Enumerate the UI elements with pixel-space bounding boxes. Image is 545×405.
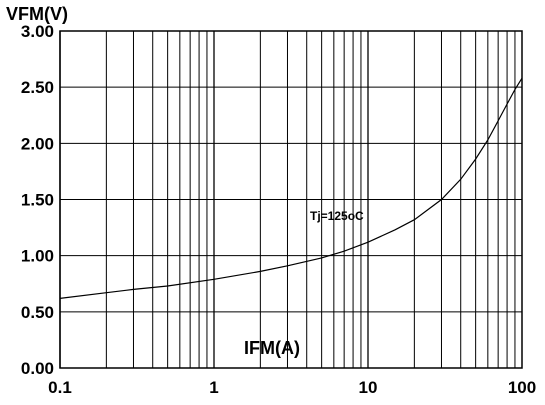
y-tick-label: 0.00 [21,359,54,378]
x-axis-title: IFM(A) [244,338,300,358]
x-tick-label: 100 [508,378,536,397]
annotation-tj: Tj=125oC [310,209,364,223]
series-lines [59,77,523,299]
tick-labels: 0.00 0.50 1.00 1.50 2.00 2.50 3.00 0.1 1 10 100 [21,22,536,397]
y-tick-label: 0.50 [21,303,54,322]
y-tick-label: 1.00 [21,247,54,266]
y-axis-title: VFM(V) [6,4,68,24]
y-tick-label: 3.00 [21,22,54,41]
series-line-0 [59,77,523,299]
y-tick-label: 1.50 [21,191,54,210]
y-tick-label: 2.50 [21,78,54,97]
x-tick-label: 1 [209,378,218,397]
x-tick-label: 10 [359,378,378,397]
y-tick-label: 2.00 [21,134,54,153]
grid [59,30,522,369]
x-tick-label: 0.1 [48,378,72,397]
plot-frame [59,30,523,369]
